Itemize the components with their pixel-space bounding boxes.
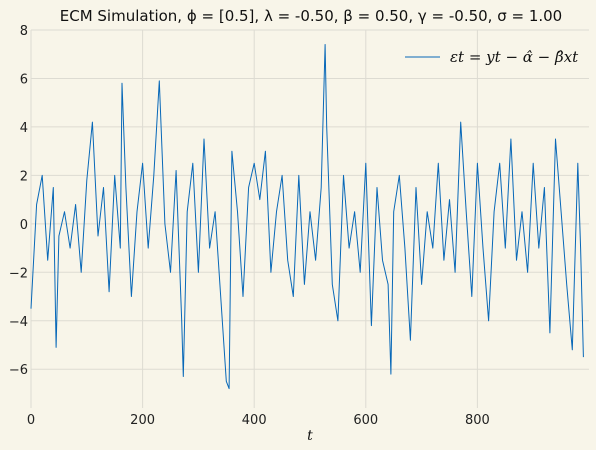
- y-tick-label: −6: [9, 363, 28, 378]
- y-tick-label: 6: [20, 72, 28, 87]
- legend-label: εt = yt − α̂ − β̂xt: [450, 48, 579, 66]
- x-tick-label: 800: [465, 413, 490, 428]
- y-tick-label: −2: [9, 266, 28, 281]
- y-tick-label: 0: [20, 218, 28, 233]
- x-tick-label: 400: [242, 413, 267, 428]
- series-line: [30, 44, 584, 390]
- y-tick-label: −4: [9, 315, 28, 330]
- chart-title: ECM Simulation, ϕ = [0.5], λ = -0.50, β …: [60, 7, 562, 25]
- series-layer: [30, 44, 584, 390]
- x-tick-label: 0: [27, 413, 35, 428]
- grid-lines: [30, 29, 589, 408]
- y-tick-label: 8: [20, 24, 28, 39]
- legend: εt = yt − α̂ − β̂xt: [405, 48, 579, 66]
- y-tick-label: 2: [20, 169, 28, 184]
- y-tick-label: 4: [20, 121, 28, 136]
- x-axis-label: t: [307, 428, 313, 444]
- tick-labels: 0 200 400 600 800 −6 −4 −2 0 2 4 6 8: [9, 24, 490, 428]
- x-tick-label: 600: [353, 413, 378, 428]
- x-tick-label: 200: [130, 413, 155, 428]
